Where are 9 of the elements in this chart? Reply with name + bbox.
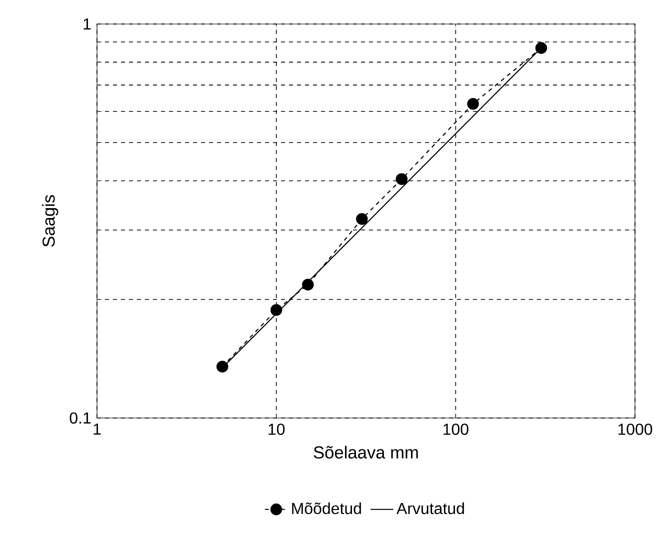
x-tick-label: 1000 [618,424,652,435]
x-tick-label: 1 [94,424,101,435]
x-tick-label: 100 [444,424,468,435]
legend-label: Mõõdetud [292,502,361,514]
x-axis-title: Sõelaava mm [314,446,418,459]
legend-label: Arvutatud [396,502,464,514]
y-axis-title: Saagis [42,195,58,247]
y-tick-label: 0.1 [70,412,91,424]
x-tick-label: 10 [268,424,285,435]
